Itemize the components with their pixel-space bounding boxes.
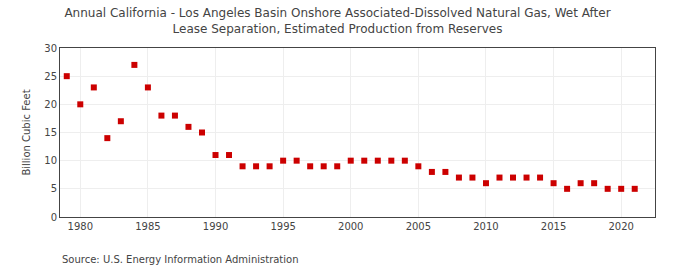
svg-text:30: 30	[44, 43, 57, 54]
svg-text:20: 20	[44, 99, 57, 110]
svg-text:5: 5	[51, 183, 57, 194]
svg-text:15: 15	[44, 127, 57, 138]
svg-text:25: 25	[44, 71, 57, 82]
svg-text:10: 10	[44, 155, 57, 166]
svg-text:2020: 2020	[608, 221, 633, 232]
svg-text:Billion Cubic Feet: Billion Cubic Feet	[21, 89, 32, 175]
svg-text:2005: 2005	[406, 221, 431, 232]
svg-text:Annual California - Los Angele: Annual California - Los Angeles Basin On…	[64, 6, 610, 36]
svg-text:0: 0	[51, 212, 57, 223]
svg-text:1980: 1980	[68, 221, 93, 232]
svg-text:2010: 2010	[473, 221, 498, 232]
svg-text:2015: 2015	[541, 221, 566, 232]
svg-text:Source: U.S. Energy Informatio: Source: U.S. Energy Information Administ…	[62, 254, 299, 265]
svg-text:2000: 2000	[338, 221, 363, 232]
svg-text:1985: 1985	[135, 221, 160, 232]
svg-text:1990: 1990	[203, 221, 228, 232]
svg-text:1995: 1995	[270, 221, 295, 232]
